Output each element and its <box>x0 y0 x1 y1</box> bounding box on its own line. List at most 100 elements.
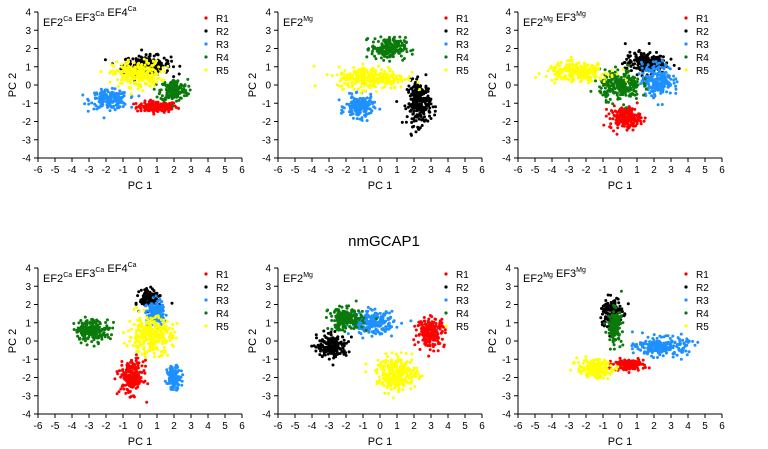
data-point <box>91 321 95 325</box>
data-point <box>142 301 146 305</box>
data-point <box>150 317 154 321</box>
data-point <box>563 65 567 69</box>
data-point <box>674 87 678 91</box>
data-point <box>113 94 117 98</box>
data-point <box>648 51 652 54</box>
data-point <box>115 60 119 64</box>
data-point <box>143 99 147 103</box>
data-point <box>589 89 593 93</box>
data-point <box>148 345 152 349</box>
data-point <box>637 118 641 122</box>
data-point <box>652 92 656 96</box>
data-point <box>156 70 160 74</box>
data-point <box>139 63 143 67</box>
data-point <box>171 388 175 391</box>
data-point <box>151 305 155 309</box>
data-point <box>141 336 144 340</box>
data-point <box>102 331 106 335</box>
data-point <box>611 90 615 94</box>
data-point <box>370 52 374 56</box>
data-point <box>656 72 660 75</box>
data-point <box>416 75 420 79</box>
data-point <box>84 339 87 343</box>
data-point <box>132 394 135 398</box>
data-point <box>122 387 126 391</box>
data-point <box>139 343 143 347</box>
data-point <box>391 45 395 49</box>
data-point <box>550 78 554 82</box>
data-point <box>611 77 615 81</box>
data-point <box>110 333 113 337</box>
panel-label-ion: EF3 <box>553 12 576 24</box>
data-point <box>371 40 375 44</box>
data-point <box>379 35 383 39</box>
data-point <box>556 61 560 65</box>
data-point <box>628 54 632 58</box>
data-point <box>142 333 146 337</box>
data-point <box>152 87 156 91</box>
data-point <box>155 309 158 313</box>
data-point <box>413 324 417 328</box>
data-point <box>377 47 381 51</box>
data-point <box>612 129 615 133</box>
data-point <box>347 85 351 89</box>
data-point <box>608 117 612 121</box>
data-point <box>341 335 345 339</box>
data-point <box>354 69 358 73</box>
data-point <box>621 93 625 97</box>
data-point <box>139 329 143 333</box>
data-point <box>148 290 152 294</box>
x-axis-label: PC 1 <box>128 180 152 192</box>
data-point <box>171 83 175 87</box>
data-point <box>384 50 388 54</box>
data-point <box>323 334 327 338</box>
data-point <box>125 62 128 66</box>
data-point <box>652 89 655 93</box>
legend-marker-R1 <box>204 16 208 20</box>
data-point <box>405 115 409 119</box>
data-point <box>623 61 627 64</box>
data-point <box>370 68 374 71</box>
data-point <box>92 344 96 348</box>
data-point <box>443 331 447 335</box>
data-point <box>363 78 367 82</box>
data-point <box>576 62 579 65</box>
data-point <box>617 122 621 126</box>
y-tick-label: 3 <box>25 282 31 293</box>
data-point <box>139 85 143 89</box>
data-point <box>626 114 630 118</box>
data-point <box>354 72 358 76</box>
data-point <box>428 114 431 118</box>
data-point <box>124 391 128 395</box>
data-point <box>352 99 356 103</box>
data-point <box>148 330 151 334</box>
data-point <box>607 112 611 116</box>
data-point <box>351 104 355 108</box>
data-point <box>148 299 151 303</box>
data-point <box>126 329 130 333</box>
x-tick-label: 0 <box>137 165 143 176</box>
data-point <box>638 67 642 71</box>
data-point <box>139 376 143 379</box>
data-point <box>424 343 428 347</box>
data-point <box>92 107 96 111</box>
data-point <box>93 330 97 334</box>
data-point <box>113 108 117 112</box>
data-point <box>627 61 631 65</box>
panel-label-superscript: Mg <box>303 16 313 23</box>
legend-label-R4: R4 <box>216 309 229 320</box>
data-point <box>76 334 80 338</box>
data-point <box>422 119 426 123</box>
data-point <box>349 335 353 339</box>
data-point <box>333 330 337 333</box>
data-point <box>140 69 144 73</box>
data-point <box>618 115 622 119</box>
data-point <box>101 94 105 97</box>
data-point <box>657 66 661 69</box>
data-point <box>134 379 138 383</box>
data-point <box>155 95 159 99</box>
data-point <box>137 104 141 108</box>
data-point <box>411 85 415 89</box>
data-point <box>171 104 175 108</box>
